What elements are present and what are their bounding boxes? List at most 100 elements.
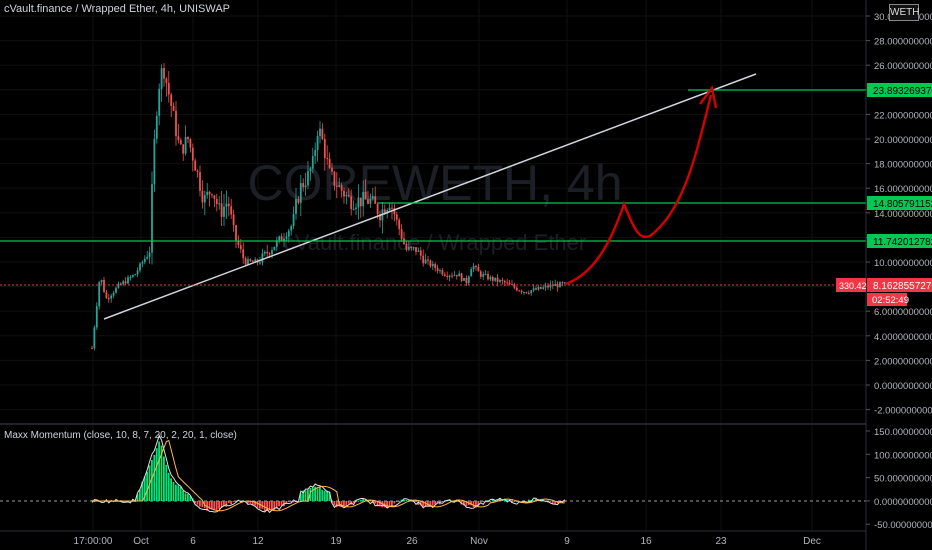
candle-body — [376, 203, 379, 215]
histogram-bar — [470, 501, 472, 506]
symbol-badge[interactable]: WETH — [889, 4, 919, 21]
candle-body — [343, 190, 345, 197]
candle-body — [199, 172, 201, 191]
candle-body — [465, 277, 468, 284]
current-change-badge-bg — [836, 278, 866, 292]
countdown-badge-bg — [867, 293, 907, 306]
histogram-bar — [527, 499, 530, 501]
candle-body — [244, 258, 247, 265]
histogram-bar — [460, 501, 463, 505]
candle-body — [544, 285, 547, 288]
candle-body — [448, 275, 451, 278]
histogram-bar — [463, 501, 465, 506]
candle-body — [314, 150, 317, 157]
watermark-description: cVault.finance / Wrapped Ether — [284, 230, 586, 255]
histogram-bar — [225, 501, 228, 507]
candle-body — [280, 236, 283, 241]
forecast-arrow-path[interactable] — [565, 94, 713, 286]
watermark-symbol: COREWETH, 4h — [247, 155, 622, 211]
candle-body — [170, 94, 173, 107]
candle-body — [124, 281, 127, 284]
candle-body — [530, 290, 533, 294]
histogram-bar — [374, 501, 376, 504]
candle-body — [523, 292, 525, 294]
candle-body — [98, 282, 101, 307]
candle-body — [484, 274, 487, 276]
histogram-bar — [400, 499, 403, 501]
price-tick-label: 10.0000000000 — [874, 258, 932, 269]
countdown-label: 02:52:49 — [872, 295, 909, 306]
candle-body — [251, 261, 254, 263]
candle-body — [119, 283, 122, 285]
candle-body — [275, 240, 278, 247]
candle-body — [122, 281, 125, 285]
candle-body — [285, 236, 288, 239]
histogram-bar — [165, 464, 168, 501]
time-axis-label: 12 — [252, 536, 264, 547]
price-tick-label: 0.0000000000 — [874, 381, 932, 392]
histogram-bar — [177, 485, 180, 501]
histogram-bar — [227, 501, 230, 504]
candle-body — [470, 269, 473, 277]
candle-body — [362, 191, 365, 207]
candle-body — [136, 270, 139, 275]
candle-body — [441, 270, 444, 275]
candle-body — [160, 68, 163, 89]
candle-body — [304, 185, 307, 188]
histogram-bar — [525, 501, 528, 502]
candle-body — [472, 266, 475, 270]
candle-body — [357, 197, 360, 208]
candle-body — [215, 198, 218, 205]
candle-body — [439, 270, 441, 272]
candle-body — [259, 262, 261, 264]
histogram-bar — [278, 501, 280, 507]
price-tick-label: 14.0000000000 — [874, 209, 932, 220]
level-label-14-81: 14.8057911528 — [873, 199, 932, 210]
histogram-bar — [311, 487, 314, 501]
price-axis[interactable] — [866, 0, 932, 550]
candle-body — [527, 293, 530, 295]
candle-body — [367, 199, 369, 204]
candle-body — [419, 250, 422, 256]
time-axis-label: 26 — [406, 536, 418, 547]
candle-body — [547, 285, 549, 288]
histogram-bar — [105, 501, 108, 503]
level-label-14-81-bg — [867, 196, 932, 210]
candle-body — [407, 246, 410, 250]
candle-body — [307, 170, 309, 186]
time-axis-label: Nov — [470, 536, 488, 547]
candle-body — [182, 144, 185, 154]
price-tick-label: 16.0000000000 — [874, 184, 932, 195]
histogram-bar — [271, 501, 273, 511]
candle-body — [242, 249, 245, 259]
histogram-bar — [482, 501, 484, 502]
candle-body — [499, 280, 501, 282]
candle-body — [316, 136, 319, 151]
histogram-bar — [143, 476, 146, 501]
histogram-bar — [477, 501, 480, 507]
histogram-bar — [503, 499, 506, 501]
ascending-trend-line[interactable] — [103, 73, 757, 320]
candle-body — [297, 198, 300, 203]
candle-body — [518, 290, 521, 292]
indicator-title[interactable]: Maxx Momentum (close, 10, 8, 7, 20, 2, 2… — [4, 430, 237, 441]
candle-body — [340, 185, 343, 191]
price-tick-label: 20.0000000000 — [874, 135, 932, 146]
candle-body — [271, 250, 273, 255]
candle-body — [487, 274, 489, 280]
candle-body — [323, 138, 326, 159]
histogram-bar — [419, 501, 422, 506]
indicator-tick-label: 0.0000000000 — [874, 497, 932, 508]
time-axis-label: Dec — [803, 536, 821, 547]
histogram-bar — [357, 500, 360, 502]
time-axis[interactable]: 17:00:00 Oct 6 12 19 26 Nov 9 16 23 Dec — [74, 536, 821, 547]
candle-body — [496, 277, 499, 282]
candle-body — [556, 284, 559, 288]
candle-body — [110, 295, 113, 299]
histogram-bar — [513, 501, 516, 502]
candle-body — [475, 266, 477, 268]
histogram-bar — [383, 501, 386, 508]
candle-body — [167, 82, 170, 95]
histogram-bar — [151, 460, 153, 501]
